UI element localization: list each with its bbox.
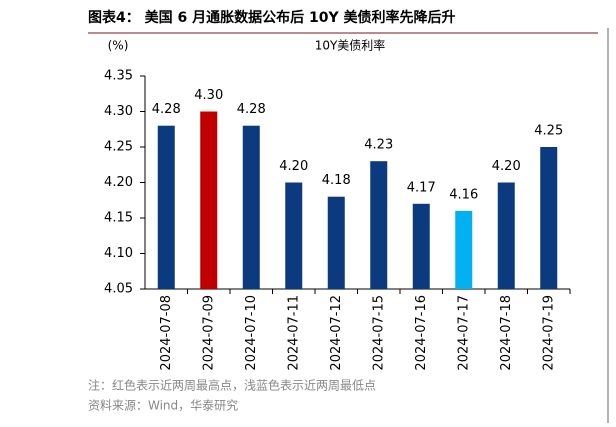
value-label: 4.20 [492, 159, 521, 174]
chart-title: 图表4： 美国 6 月通胀数据公布后 10Y 美债利率先降后升 [88, 9, 455, 26]
note: 注：红色表示近两周最高点，浅蓝色表示近两周最低点 [88, 378, 376, 393]
bar [412, 203, 430, 289]
bar [497, 182, 515, 289]
x-tick-label: 2024-07-19 [541, 295, 556, 371]
bar [327, 196, 345, 289]
x-tick-label: 2024-07-12 [329, 295, 344, 371]
value-label: 4.20 [279, 159, 308, 174]
y-axis-label: (%) [108, 39, 129, 53]
source: 资料来源：Wind，华泰研究 [88, 398, 238, 413]
chart-subtitle: 10Y美债利率 [315, 38, 386, 53]
x-tick-label: 2024-07-16 [414, 295, 429, 371]
value-label: 4.18 [322, 173, 351, 188]
bar [157, 125, 175, 289]
y-tick-label: 4.30 [104, 104, 133, 119]
x-tick-label: 2024-07-11 [286, 295, 301, 371]
x-tick-label: 2024-07-10 [244, 295, 259, 371]
x-tick-label: 2024-07-17 [456, 295, 471, 371]
value-label: 4.28 [237, 102, 266, 117]
value-label: 4.28 [152, 102, 181, 117]
value-label: 4.30 [194, 88, 223, 103]
y-tick-label: 4.35 [104, 69, 133, 84]
y-tick-label: 4.25 [104, 140, 133, 155]
bar [370, 161, 388, 289]
y-tick-label: 4.15 [104, 211, 133, 226]
bar [242, 125, 260, 289]
value-label: 4.17 [407, 180, 436, 195]
value-label: 4.23 [364, 138, 393, 153]
value-label: 4.16 [449, 187, 478, 202]
value-label: 4.25 [534, 124, 563, 139]
x-tick-label: 2024-07-15 [371, 295, 386, 371]
x-tick-label: 2024-07-09 [201, 295, 216, 371]
bar [540, 147, 558, 289]
x-tick-label: 2024-07-18 [499, 295, 514, 371]
y-tick-label: 4.10 [104, 246, 133, 261]
y-tick-label: 4.20 [104, 175, 133, 190]
bar [285, 182, 303, 289]
x-tick-label: 2024-07-08 [159, 295, 174, 371]
y-tick-label: 4.05 [104, 282, 133, 297]
bar [455, 210, 473, 289]
bar [200, 111, 218, 289]
